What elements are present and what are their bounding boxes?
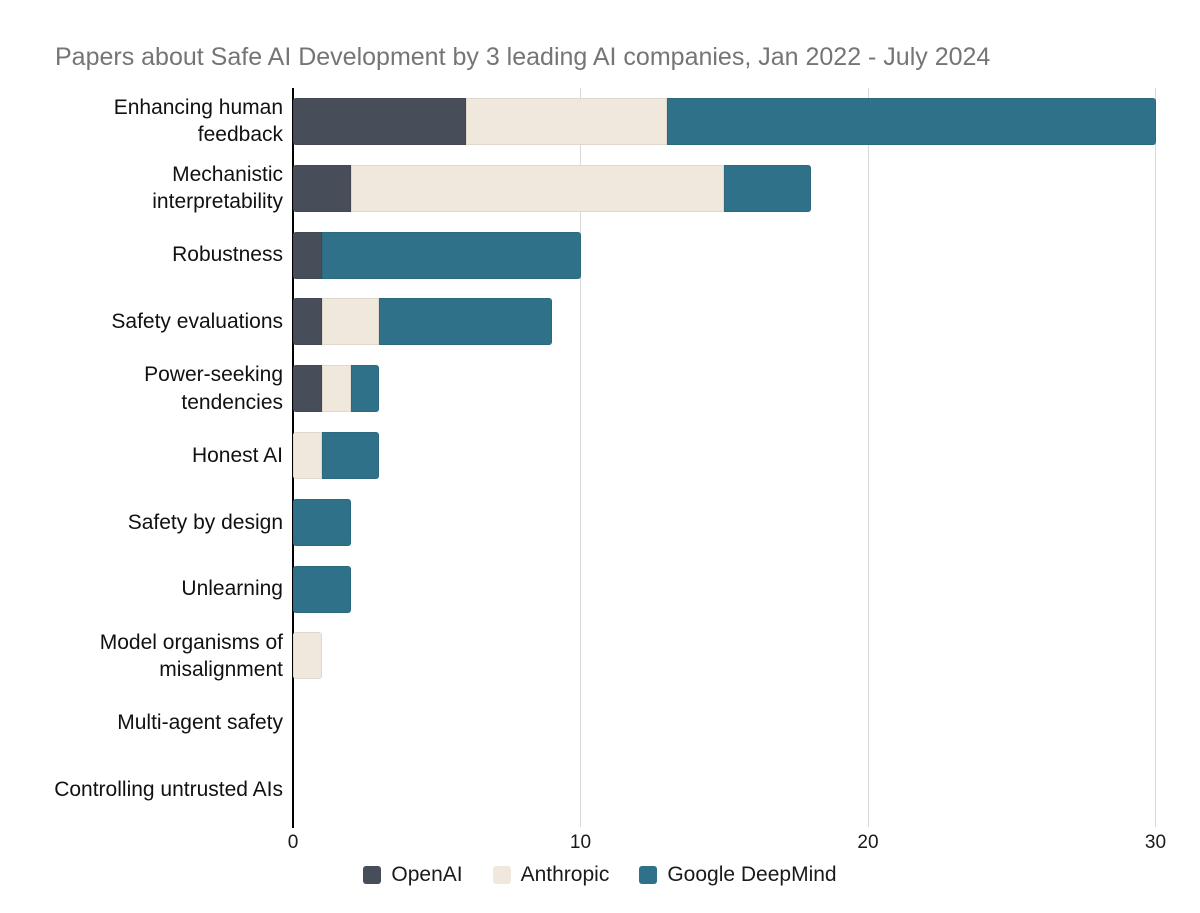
category-label: Model organisms of misalignment	[99, 630, 283, 681]
legend: OpenAI Anthropic Google DeepMind	[0, 863, 1200, 887]
chart-title: Papers about Safe AI Development by 3 le…	[55, 43, 991, 71]
bar-segment-anthropic	[321, 365, 351, 413]
bar-robustness	[293, 231, 581, 279]
bar-segment-anthropic	[293, 632, 322, 680]
category-label-row: Safety by design	[0, 489, 283, 556]
legend-item-openai: OpenAI	[363, 863, 463, 887]
category-label-row: Robustness	[0, 222, 283, 289]
bar-segment-google-deepmind	[724, 164, 811, 212]
bar-segment-anthropic	[293, 432, 322, 479]
plot-area	[292, 88, 1180, 828]
category-label: Safety by design	[127, 510, 283, 534]
legend-label: Google DeepMind	[667, 863, 837, 886]
legend-swatch-icon	[639, 866, 658, 884]
legend-item-anthropic: Anthropic	[492, 863, 610, 887]
category-label: Mechanistic interpretability	[152, 162, 283, 214]
bar-segment-google-deepmind	[293, 565, 351, 613]
category-labels: Enhancing human feedback Mechanistic inte…	[0, 88, 283, 823]
bar-model-organisms-of-misalignment	[293, 632, 322, 680]
legend-item-google-deepmind: Google DeepMind	[639, 863, 837, 887]
bar-power-seeking-tendencies	[293, 365, 380, 413]
bar-segment-openai	[293, 231, 322, 279]
category-label-row: Controlling untrusted AIs	[0, 756, 283, 823]
category-label: Multi-agent safety	[117, 711, 283, 735]
category-label-row: Unlearning	[0, 556, 283, 623]
category-label-row: Enhancing human feedback	[0, 88, 283, 155]
bar-enhancing-human-feedback	[293, 97, 1156, 145]
x-tick-label: 10	[569, 832, 592, 853]
bar-segment-google-deepmind	[350, 365, 380, 413]
bar-unlearning	[293, 565, 351, 613]
bar-segment-openai	[293, 298, 322, 346]
gridline	[867, 88, 869, 827]
category-label: Enhancing human feedback	[113, 96, 283, 147]
category-label: Honest AI	[191, 443, 283, 467]
legend-swatch-icon	[363, 866, 382, 884]
bar-segment-google-deepmind	[293, 498, 351, 546]
bar-segment-google-deepmind	[321, 231, 581, 279]
bar-segment-google-deepmind	[666, 97, 1156, 145]
bar-segment-anthropic	[321, 298, 380, 346]
x-axis: 0 10 20 30	[0, 832, 1200, 858]
bar-segment-google-deepmind	[321, 432, 380, 479]
category-label: Safety evaluations	[111, 310, 283, 334]
bar-segment-google-deepmind	[379, 298, 552, 346]
x-tick-label: 20	[857, 832, 879, 853]
category-label-row: Mechanistic interpretability	[0, 155, 283, 222]
gridline	[580, 88, 581, 827]
bar-segment-anthropic	[350, 164, 725, 212]
bar-segment-openai	[293, 164, 351, 212]
bar-segment-anthropic	[465, 97, 667, 145]
x-tick-label: 30	[1144, 832, 1167, 853]
legend-label: OpenAI	[391, 863, 463, 886]
category-label: Unlearning	[181, 577, 283, 601]
category-label-row: Honest AI	[0, 422, 283, 489]
bar-safety-evaluations	[293, 298, 552, 346]
category-label-row: Safety evaluations	[0, 288, 283, 355]
x-tick-label: 0	[287, 832, 299, 853]
bar-honest-ai	[293, 432, 380, 479]
bar-segment-openai	[293, 97, 466, 145]
category-label-row: Model organisms of misalignment	[0, 623, 283, 690]
bar-mechanistic-interpretability	[293, 164, 811, 212]
legend-swatch-icon	[492, 866, 511, 884]
category-label-row: Multi-agent safety	[0, 689, 283, 756]
category-label: Power-seeking tendencies	[144, 363, 283, 414]
category-label-row: Power-seeking tendencies	[0, 355, 283, 422]
legend-label: Anthropic	[520, 863, 610, 886]
gridline	[1155, 88, 1156, 827]
category-label: Robustness	[172, 243, 283, 267]
bar-safety-by-design	[293, 498, 351, 546]
category-label: Controlling untrusted AIs	[54, 777, 283, 801]
bar-segment-openai	[293, 365, 322, 413]
